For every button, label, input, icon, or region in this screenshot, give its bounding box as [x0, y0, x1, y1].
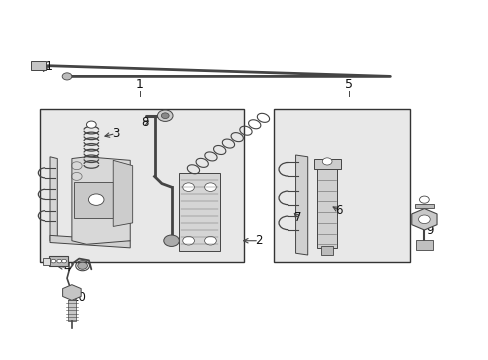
- Circle shape: [157, 110, 173, 121]
- Circle shape: [204, 237, 216, 245]
- Polygon shape: [179, 173, 220, 251]
- Bar: [40, 109, 244, 262]
- Polygon shape: [62, 285, 81, 300]
- Polygon shape: [50, 157, 57, 243]
- Bar: [48, 256, 68, 266]
- Text: 7: 7: [294, 211, 301, 224]
- Bar: [42, 257, 49, 265]
- Circle shape: [78, 262, 87, 269]
- Text: 11: 11: [39, 60, 54, 73]
- Text: 8: 8: [141, 116, 148, 129]
- Circle shape: [418, 215, 429, 224]
- Bar: [317, 162, 336, 248]
- Circle shape: [161, 113, 169, 118]
- Text: 1: 1: [136, 78, 143, 91]
- Circle shape: [61, 259, 66, 263]
- Circle shape: [322, 158, 331, 165]
- Polygon shape: [411, 208, 436, 230]
- Bar: [313, 158, 340, 169]
- Circle shape: [57, 259, 61, 263]
- Circle shape: [183, 183, 194, 192]
- Bar: [68, 300, 76, 321]
- Text: 2: 2: [255, 234, 262, 247]
- Text: 9: 9: [426, 224, 433, 237]
- Bar: [31, 62, 45, 70]
- Circle shape: [419, 196, 428, 203]
- Polygon shape: [113, 160, 132, 226]
- Circle shape: [62, 73, 72, 80]
- Circle shape: [86, 121, 96, 128]
- Bar: [415, 240, 432, 249]
- Circle shape: [51, 259, 56, 263]
- Circle shape: [204, 183, 216, 192]
- Polygon shape: [72, 157, 130, 244]
- Circle shape: [88, 194, 104, 205]
- Polygon shape: [50, 235, 130, 248]
- Text: 6: 6: [335, 204, 343, 217]
- Text: 10: 10: [72, 291, 86, 305]
- Polygon shape: [295, 155, 307, 255]
- Bar: [74, 182, 113, 217]
- Text: 3: 3: [112, 127, 119, 140]
- Circle shape: [163, 235, 179, 247]
- Bar: [414, 203, 433, 208]
- Bar: [321, 246, 332, 255]
- Circle shape: [183, 237, 194, 245]
- Text: 4: 4: [63, 261, 71, 274]
- Bar: [273, 109, 409, 262]
- Text: 5: 5: [345, 78, 352, 91]
